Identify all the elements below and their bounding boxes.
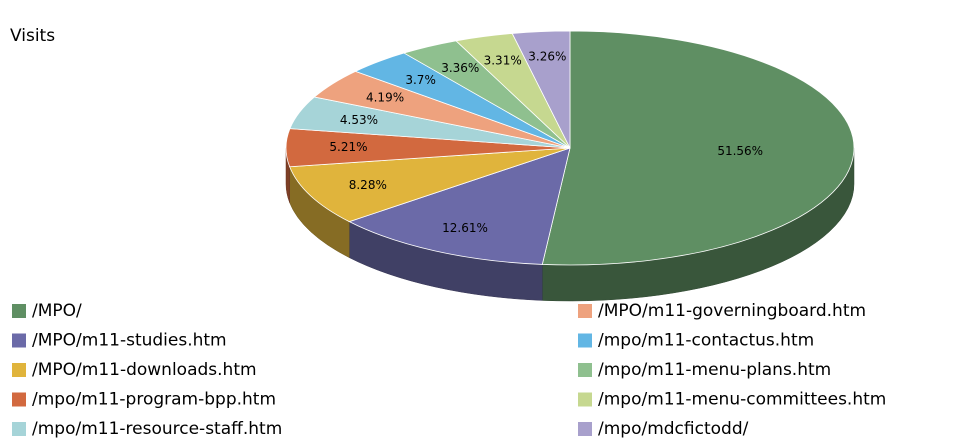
slice-label: 5.21%: [329, 140, 367, 154]
slice-label: 3.31%: [484, 54, 522, 68]
chart-title: Visits: [10, 26, 55, 46]
legend-label: /mpo/m11-contactus.htm: [598, 331, 814, 351]
legend-swatch: [12, 363, 26, 377]
slice-label: 8.28%: [349, 178, 387, 192]
slice: [511, 30, 571, 149]
slice-label: 4.19%: [366, 90, 404, 104]
legend-swatch: [578, 304, 592, 318]
legend-label: /mpo/m11-menu-committees.htm: [598, 390, 886, 410]
legend-swatch: [578, 392, 592, 407]
legend-label: /mpo/m11-resource-staff.htm: [32, 419, 282, 439]
legend-swatch: [578, 333, 592, 348]
legend-label: /mpo/mdcfictodd/: [598, 419, 749, 439]
legend-label: /mpo/m11-menu-plans.htm: [598, 360, 831, 380]
legend-swatch: [578, 422, 592, 436]
legend-label: /MPO/m11-studies.htm: [32, 331, 227, 351]
slice-label: 12.61%: [442, 221, 488, 235]
legend-label: /MPO/: [32, 301, 82, 321]
legend-swatch: [12, 422, 26, 436]
slice-label: 3.26%: [528, 50, 566, 64]
slice: [348, 147, 571, 265]
slice: [289, 147, 571, 223]
slice: [541, 30, 855, 266]
legend-label: /MPO/m11-downloads.htm: [32, 360, 257, 380]
legend-label: /mpo/m11-program-bpp.htm: [32, 390, 276, 410]
legend-swatch: [12, 392, 26, 407]
slice-label: 3.36%: [441, 61, 479, 75]
slice-label: 4.53%: [340, 113, 378, 127]
legend-label: /MPO/m11-governingboard.htm: [598, 301, 866, 321]
legend-swatch: [12, 333, 26, 348]
slice-label: 51.56%: [717, 144, 763, 158]
slice-label: 3.7%: [405, 73, 436, 87]
legend-swatch: [578, 363, 592, 377]
legend-swatch: [12, 304, 26, 318]
